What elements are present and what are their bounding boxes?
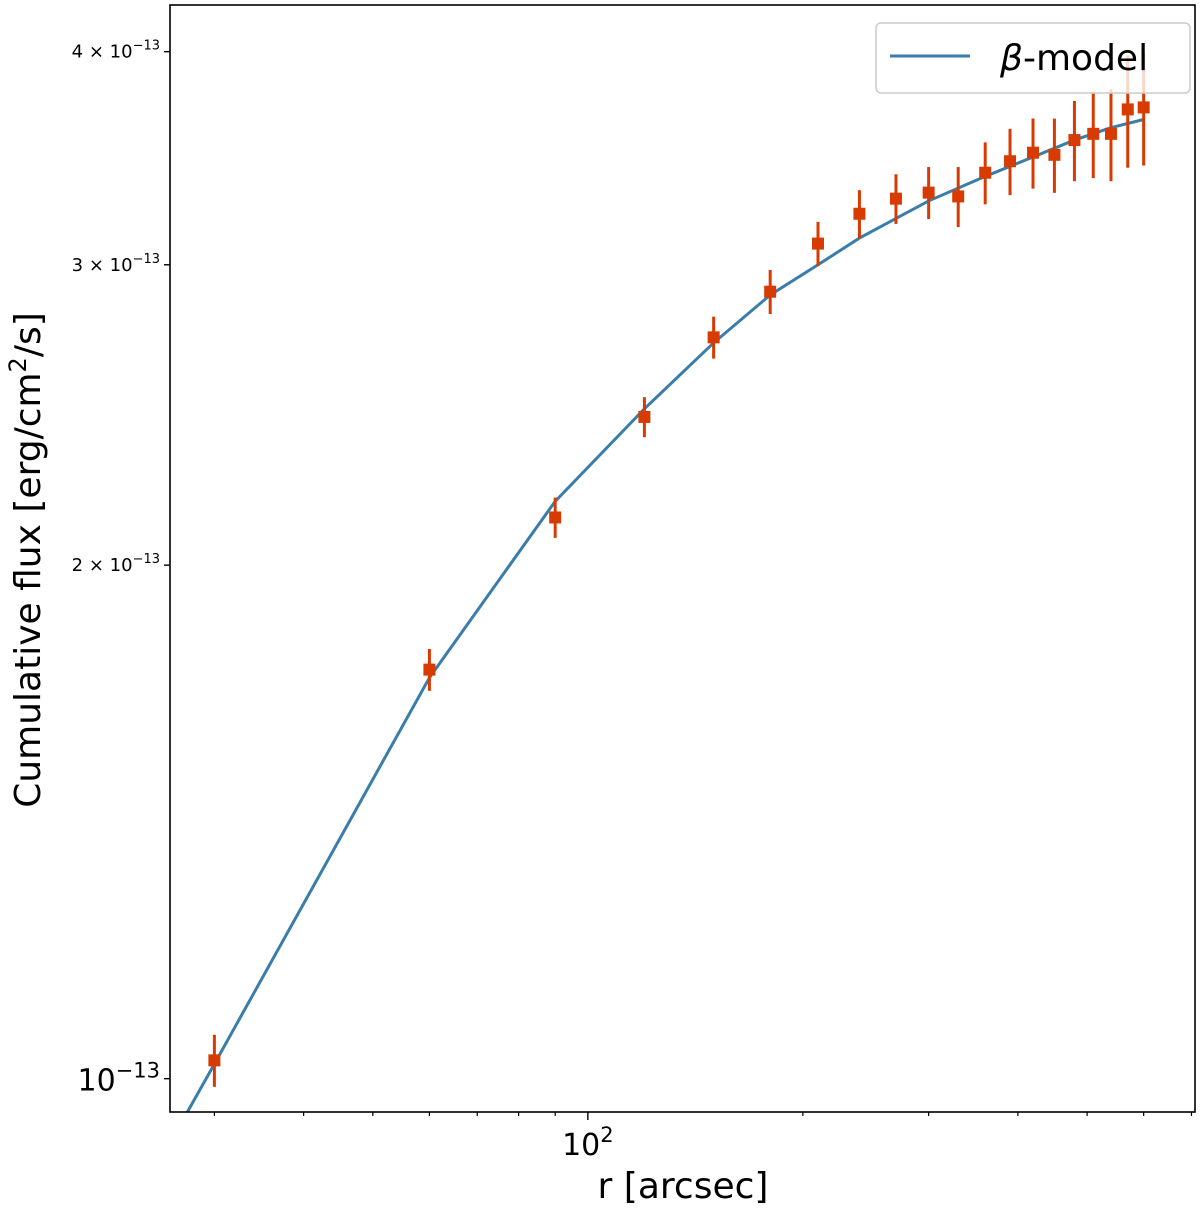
data-point-group <box>549 497 562 538</box>
data-point <box>208 1054 221 1067</box>
y-tick-label-exponent: −13 <box>133 252 160 267</box>
data-point <box>764 285 777 298</box>
plot-frame <box>169 4 1196 1113</box>
data-point-group <box>707 316 720 359</box>
data-point <box>1004 155 1017 168</box>
y-tick-label-exponent: −13 <box>116 1059 160 1083</box>
x-tick-label-exponent: 2 <box>600 1123 613 1147</box>
y-tick-label-base: 10 <box>110 555 133 576</box>
data-point <box>853 207 866 220</box>
data-point-group <box>208 1034 221 1087</box>
legend-model-label: β-model <box>999 38 1148 79</box>
y-tick-label-mantissa: 4 × <box>72 42 110 63</box>
data-point-group <box>1068 101 1081 182</box>
x-axis-label: r [arcsec] <box>598 1166 769 1207</box>
data-point-group <box>1104 89 1117 182</box>
data-point <box>889 192 902 205</box>
data-point <box>423 663 436 676</box>
data-point-group <box>764 269 777 315</box>
data-point <box>1068 134 1081 147</box>
data-point-group <box>1027 118 1040 189</box>
data-point <box>638 410 651 423</box>
data-point <box>707 331 720 344</box>
y-tick-label-base: 10 <box>110 255 133 276</box>
y-tick-label-exponent: −13 <box>133 39 160 54</box>
data-point <box>1048 148 1061 161</box>
y-axis-label: Cumulative flux [erg/cm2/s] <box>4 312 49 808</box>
data-point-group <box>1004 128 1017 196</box>
data-point-group <box>979 142 992 205</box>
plot-marks <box>186 53 1150 1113</box>
data-point <box>1087 127 1100 140</box>
data-point-group <box>922 167 935 220</box>
y-tick-label: 3 × 10−13 <box>72 252 160 276</box>
data-point-group <box>1087 91 1100 179</box>
model-line <box>186 118 1145 1113</box>
data-point <box>1104 127 1117 140</box>
x-tick-label: 102 <box>562 1123 614 1163</box>
legend-box <box>875 22 1191 94</box>
data-point <box>1121 103 1134 116</box>
data-point-group <box>952 167 965 227</box>
data-point-group <box>1048 118 1061 193</box>
y-tick-label-mantissa: 2 × <box>72 555 110 576</box>
data-point <box>952 190 965 203</box>
data-point-group <box>853 190 866 239</box>
data-point <box>922 186 935 199</box>
y-tick-label: 2 × 10−13 <box>72 552 160 576</box>
y-tick-label-mantissa: 3 × <box>72 255 110 276</box>
data-point-group <box>889 174 902 224</box>
y-tick-label-exponent: −13 <box>133 552 160 567</box>
data-point-group <box>812 221 825 267</box>
data-point <box>812 237 825 250</box>
y-tick-label-base: 10 <box>77 1064 115 1099</box>
x-tick-label-base: 10 <box>562 1128 600 1163</box>
data-point <box>549 511 562 524</box>
y-tick-label: 4 × 10−13 <box>72 39 160 63</box>
data-point <box>1137 101 1150 114</box>
legend: β-model <box>875 22 1191 94</box>
y-tick-label: 10−13 <box>77 1059 160 1099</box>
y-tick-label-base: 10 <box>110 42 133 63</box>
data-point <box>979 166 992 179</box>
data-point-group <box>423 648 436 691</box>
data-point <box>1027 146 1040 159</box>
data-point-group <box>638 397 651 438</box>
